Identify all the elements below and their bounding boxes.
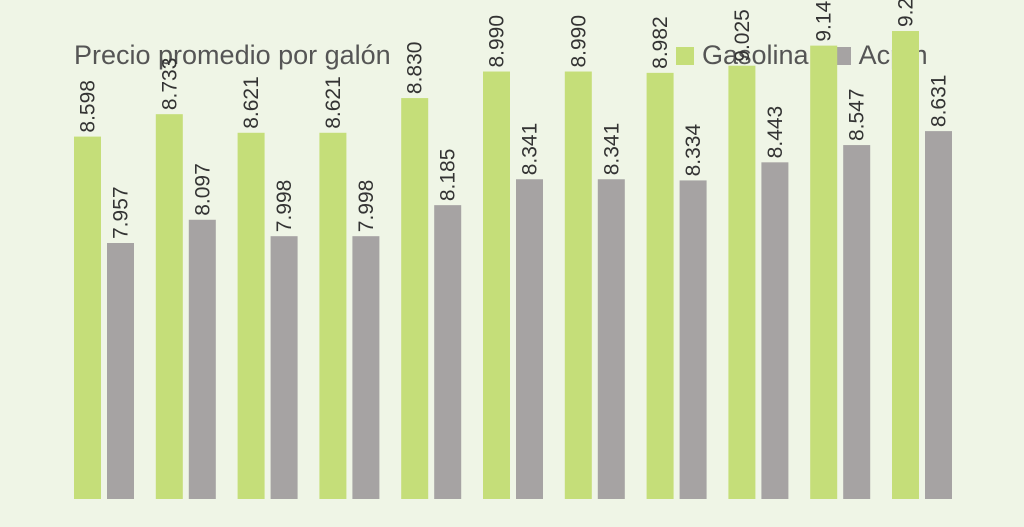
data-label-acpm-7: 8.341 bbox=[600, 123, 623, 176]
chart-title: Precio promedio por galón bbox=[74, 40, 391, 70]
bar-acpm-1 bbox=[107, 243, 134, 499]
bar-acpm-4 bbox=[352, 236, 380, 499]
data-label-acpm-9: 8.443 bbox=[764, 106, 787, 159]
data-label-gasolina-4: 8.621 bbox=[322, 76, 345, 129]
bar-gasolina-4 bbox=[319, 132, 347, 499]
bar-acpm-5 bbox=[434, 205, 462, 500]
data-label-acpm-11: 8.631 bbox=[928, 75, 951, 128]
bar-gasolina-9 bbox=[728, 65, 756, 499]
bar-gasolina-11 bbox=[892, 31, 919, 499]
data-label-gasolina-3: 8.621 bbox=[240, 76, 263, 129]
bar-acpm-9 bbox=[761, 162, 789, 499]
data-label-gasolina-2: 8.733 bbox=[158, 58, 181, 111]
data-label-acpm-3: 7.998 bbox=[273, 180, 296, 233]
data-label-gasolina-8: 8.982 bbox=[649, 16, 672, 69]
bar-gasolina-8 bbox=[646, 72, 674, 499]
bar-gasolina-7 bbox=[564, 71, 592, 499]
data-label-gasolina-5: 8.830 bbox=[404, 42, 427, 95]
data-label-gasolina-1: 8.598 bbox=[77, 80, 100, 133]
bar-gasolina-10 bbox=[810, 45, 838, 499]
bar-acpm-3 bbox=[270, 236, 298, 499]
data-label-acpm-8: 8.334 bbox=[682, 124, 705, 177]
bar-acpm-10 bbox=[843, 145, 871, 499]
data-label-gasolina-9: 9.025 bbox=[731, 9, 754, 62]
data-label-gasolina-7: 8.990 bbox=[567, 15, 590, 68]
data-label-gasolina-10: 9.146 bbox=[813, 0, 836, 42]
bar-gasolina-2 bbox=[155, 114, 183, 500]
bar-acpm-2 bbox=[188, 219, 216, 499]
data-label-gasolina-6: 8.990 bbox=[486, 15, 509, 68]
legend-label-gasolina: Gasolina bbox=[702, 40, 809, 70]
bar-acpm-8 bbox=[679, 180, 707, 499]
legend-item-gasolina: Gasolina bbox=[676, 40, 809, 71]
bar-gasolina-5 bbox=[401, 98, 429, 499]
bar-acpm-11 bbox=[925, 131, 952, 499]
bar-gasolina-1 bbox=[74, 136, 101, 499]
legend-swatch-gasolina bbox=[676, 46, 694, 65]
data-label-gasolina-11: 9.234 bbox=[895, 0, 918, 27]
data-label-acpm-6: 8.341 bbox=[519, 123, 542, 176]
bar-gasolina-3 bbox=[237, 132, 265, 499]
bar-acpm-7 bbox=[597, 179, 625, 500]
bar-acpm-6 bbox=[516, 179, 543, 500]
data-label-acpm-5: 8.185 bbox=[437, 149, 460, 202]
bar-gasolina-6 bbox=[483, 71, 510, 499]
data-label-acpm-10: 8.547 bbox=[846, 88, 869, 141]
data-label-acpm-4: 7.998 bbox=[355, 180, 378, 233]
data-label-acpm-1: 7.957 bbox=[110, 186, 133, 239]
data-label-acpm-2: 8.097 bbox=[191, 163, 214, 216]
